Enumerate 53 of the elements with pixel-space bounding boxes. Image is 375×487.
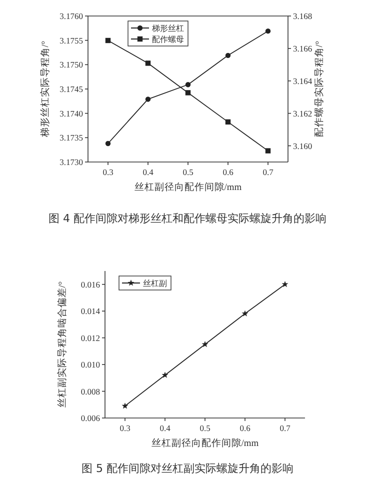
point [265, 28, 271, 34]
y-tick-label: 3.1760 [60, 11, 83, 21]
point [145, 96, 151, 102]
point [282, 280, 288, 288]
y-tick-label: 0.010 [80, 360, 100, 370]
x-tick-label: 0.3 [120, 423, 130, 433]
y-tick-label: 3.1735 [60, 132, 83, 143]
y2-axis-title: 配作螺母实际导程角/° [313, 40, 325, 138]
y-tick-label: 3.1730 [60, 157, 83, 167]
point [122, 402, 128, 409]
legend-label: 丝杠副 [143, 279, 167, 288]
y-tick-label: 3.1745 [60, 84, 83, 94]
x-axis-title: 丝杠副径向配作间隙/mm [151, 437, 260, 449]
y2-tick-label: 3.162 [293, 108, 312, 118]
y-axis-title: 丝杠副实际导程角啮合偏差/° [56, 281, 68, 408]
x-tick-label: 0.4 [160, 423, 172, 433]
legend-label: 配作螺母 [152, 35, 184, 44]
x-tick-label: 0.7 [280, 423, 290, 433]
point [202, 340, 208, 348]
x-axis-title: 丝杠副径向配作间隙/mm [134, 181, 242, 193]
text: 图 5 配作间隙对丝杠副实际螺旋升角的影响 [82, 462, 294, 475]
x-tick-label: 0.5 [200, 423, 210, 433]
x-tick-label: 0.6 [240, 423, 250, 433]
point [105, 140, 111, 146]
point [185, 90, 191, 96]
y-tick-label: 0.008 [80, 386, 100, 396]
y2-tick-label: 3.164 [293, 76, 313, 86]
x-tick-label: 0.5 [182, 167, 194, 177]
point [225, 52, 231, 58]
point [105, 38, 111, 44]
y-tick-label: 3.1740 [60, 108, 83, 118]
y-tick-label: 0.016 [80, 279, 100, 290]
point [185, 82, 191, 88]
point [145, 60, 151, 66]
y-tick-label: 0.006 [80, 413, 100, 423]
point [265, 148, 271, 154]
y2-tick-label: 3.166 [293, 43, 312, 54]
y2-tick-label: 3.160 [293, 140, 312, 151]
y-tick-label: 0.014 [80, 306, 101, 316]
text: 图 4 配作间隙对梯形丝杠和配作螺母实际螺旋升角的影响 [48, 212, 326, 225]
y2-tick-label: 3.168 [293, 11, 312, 21]
x-tick-label: 0.7 [262, 167, 274, 177]
y-tick-label: 3.1750 [60, 60, 83, 70]
x-tick-label: 0.3 [102, 167, 114, 177]
x-tick-label: 0.6 [222, 167, 234, 177]
x-tick-label: 0.4 [142, 167, 154, 177]
point [225, 119, 231, 125]
y-tick-label: 0.012 [80, 332, 100, 343]
y-tick-label: 3.1755 [60, 35, 83, 46]
point [162, 372, 168, 378]
y-axis-title: 梯形丝杠实际导程角/° [39, 40, 51, 138]
legend-label: 梯形丝杠 [151, 24, 184, 33]
point [242, 310, 248, 316]
